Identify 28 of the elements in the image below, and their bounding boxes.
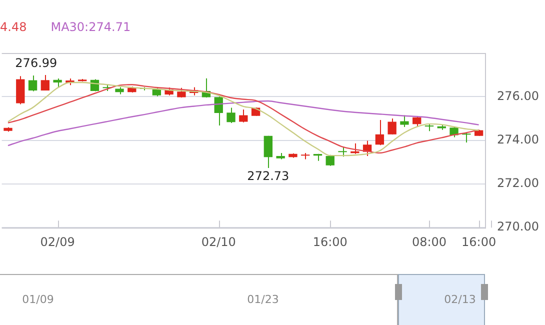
candlestick xyxy=(375,120,384,146)
y-tick-label: 270.00 xyxy=(497,220,539,234)
candlestick xyxy=(338,146,347,158)
y-tick-label: 274.00 xyxy=(497,132,539,146)
candlestick xyxy=(214,96,223,126)
annotation: 276.99 xyxy=(15,56,58,70)
x-tick-label: 16:00 xyxy=(312,234,348,249)
candlestick xyxy=(28,74,38,92)
x-tick-label: 08:00 xyxy=(412,234,447,249)
text: 02/13 xyxy=(444,293,476,306)
candlestick xyxy=(40,74,50,92)
y-tick-label: 272.00 xyxy=(497,176,539,190)
candlestick xyxy=(400,114,409,128)
candlestick xyxy=(226,107,236,124)
text: MA30:274.71 xyxy=(50,20,131,34)
y-tick-label: 276.00 xyxy=(497,88,539,103)
candlestick xyxy=(388,118,396,135)
candlestick xyxy=(412,116,422,128)
text: 01/23 xyxy=(247,293,279,306)
x-tick-label: 16:00 xyxy=(462,234,496,249)
candlestick xyxy=(462,132,471,143)
x-tick-label: 02/10 xyxy=(201,234,236,249)
text: 01/09 xyxy=(22,293,54,306)
candlestick xyxy=(239,109,248,123)
text: 4.48 xyxy=(0,20,27,34)
x-tick-label: 02/09 xyxy=(40,234,75,249)
annotation: 272.73 xyxy=(247,169,290,184)
candlestick xyxy=(264,135,273,169)
